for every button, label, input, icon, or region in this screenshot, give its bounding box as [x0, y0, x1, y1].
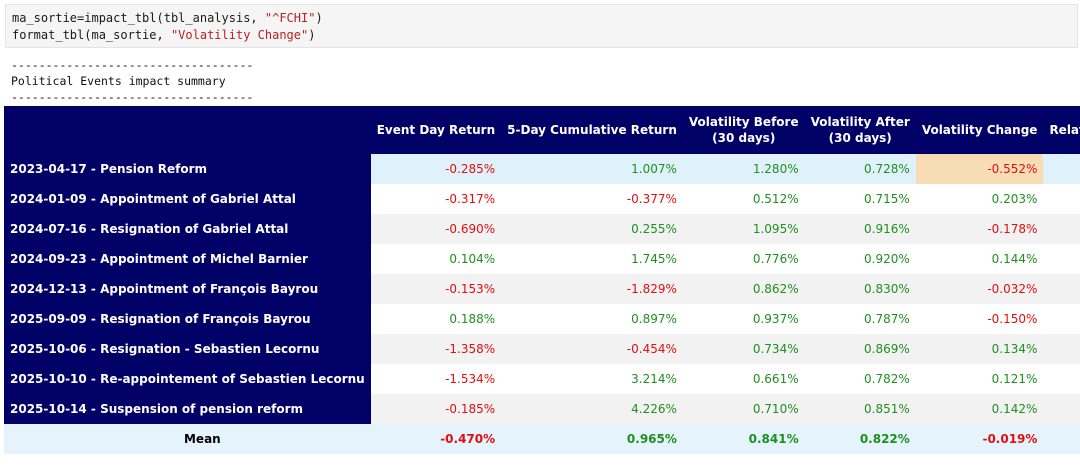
code-cell[interactable]: ma_sortie=impact_tbl(tbl_analysis, "^FCH…	[5, 4, 1078, 48]
row-label: 2023-04-17 - Pension Reform	[4, 154, 371, 184]
table-cell: 0.897%	[501, 304, 683, 334]
impact-summary-table: Event Day Return 5-Day Cumulative Return…	[4, 106, 1080, 454]
table-row: 2025-09-09 - Resignation of François Bay…	[4, 304, 1080, 334]
mean-cell: 3.956%	[1043, 424, 1080, 454]
mean-cell: -0.019%	[915, 424, 1044, 454]
table-cell: -0.377%	[501, 184, 683, 214]
table-cell: -3.717%	[1043, 274, 1080, 304]
table-cell: -0.454%	[501, 334, 683, 364]
table-cell: -16.295%	[1043, 214, 1080, 244]
table-row: 2024-01-09 - Appointment of Gabriel Atta…	[4, 184, 1080, 214]
header-volatility-before: Volatility Before (30 days)	[682, 106, 805, 154]
row-label: 2024-12-13 - Appointment of François Bay…	[4, 274, 371, 304]
table-cell: -0.317%	[370, 184, 502, 214]
separator-top: -----------------------------------	[11, 58, 254, 72]
table-cell: -0.153%	[370, 274, 502, 304]
header-relative-change: Relative Change	[1043, 106, 1080, 154]
table-cell: 0.869%	[804, 334, 916, 364]
mean-cell: -0.470%	[370, 424, 502, 454]
table-cell: -0.285%	[370, 154, 502, 184]
table-cell: 0.710%	[682, 394, 805, 424]
table-cell: -0.032%	[915, 274, 1044, 304]
table-header-row: Event Day Return 5-Day Cumulative Return…	[4, 106, 1080, 154]
table-cell: -0.690%	[370, 214, 502, 244]
row-label: 2024-07-16 - Resignation of Gabriel Atta…	[4, 214, 371, 244]
row-label: 2025-09-09 - Resignation of François Bay…	[4, 304, 371, 334]
table-cell: 0.787%	[804, 304, 916, 334]
table-cell: 1.280%	[682, 154, 805, 184]
table-cell: 0.661%	[682, 364, 805, 394]
row-label: 2025-10-10 - Re-appointement of Sebastie…	[4, 364, 371, 394]
cell-output-text: ----------------------------------- Poli…	[11, 57, 253, 105]
row-label: 2025-10-14 - Suspension of pension refor…	[4, 394, 371, 424]
table-cell: 1.745%	[501, 244, 683, 274]
row-label: 2024-01-09 - Appointment of Gabriel Atta…	[4, 184, 371, 214]
table-cell: 3.214%	[501, 364, 683, 394]
table-cell: -0.185%	[370, 394, 502, 424]
table-cell: 0.851%	[804, 394, 916, 424]
table-cell: 0.255%	[501, 214, 683, 244]
corner-header	[4, 106, 371, 154]
table-cell: 0.776%	[682, 244, 805, 274]
table-cell: 18.341%	[1043, 364, 1080, 394]
table-row: 2025-10-06 - Resignation - Sebastien Lec…	[4, 334, 1080, 364]
row-label: 2025-10-06 - Resignation - Sebastien Lec…	[4, 334, 371, 364]
table-cell: -1.829%	[501, 274, 683, 304]
table-cell: 0.830%	[804, 274, 916, 304]
header-event-day-return: Event Day Return	[370, 106, 502, 154]
table-cell: 0.121%	[915, 364, 1044, 394]
output-title: Political Events impact summary	[11, 74, 226, 88]
table-cell: 0.512%	[682, 184, 805, 214]
table-cell: -0.150%	[915, 304, 1044, 334]
table-cell: 0.734%	[682, 334, 805, 364]
table-row: 2025-10-14 - Suspension of pension refor…	[4, 394, 1080, 424]
table-cell: 0.728%	[804, 154, 916, 184]
table-cell: 0.920%	[804, 244, 916, 274]
header-volatility-after: Volatility After (30 days)	[804, 106, 916, 154]
table-cell: 1.007%	[501, 154, 683, 184]
table-cell: 18.545%	[1043, 244, 1080, 274]
mean-cell: 0.822%	[804, 424, 916, 454]
table-cell: 0.134%	[915, 334, 1044, 364]
table-cell: 0.188%	[370, 304, 502, 334]
table-cell: 0.916%	[804, 214, 916, 244]
table-cell: -0.178%	[915, 214, 1044, 244]
table-row: 2024-07-16 - Resignation of Gabriel Atta…	[4, 214, 1080, 244]
table-cell: 0.782%	[804, 364, 916, 394]
mean-label: Mean	[4, 424, 371, 454]
table-cell: -0.552%	[915, 154, 1044, 184]
header-5day-cumulative-return: 5-Day Cumulative Return	[501, 106, 683, 154]
table-cell: 0.203%	[915, 184, 1044, 214]
mean-cell: 0.841%	[682, 424, 805, 454]
table-cell: 19.942%	[1043, 394, 1080, 424]
table-row: 2024-12-13 - Appointment of François Bay…	[4, 274, 1080, 304]
table-cell: 4.226%	[501, 394, 683, 424]
table-row: 2025-10-10 - Re-appointement of Sebastie…	[4, 364, 1080, 394]
table-row: 2024-09-23 - Appointment of Michel Barni…	[4, 244, 1080, 274]
table-cell: 0.142%	[915, 394, 1044, 424]
table-cell: 0.144%	[915, 244, 1044, 274]
table-cell: 0.862%	[682, 274, 805, 304]
table-cell: 0.715%	[804, 184, 916, 214]
row-label: 2024-09-23 - Appointment of Michel Barni…	[4, 244, 371, 274]
code-line-1: ma_sortie=impact_tbl(tbl_analysis, "^FCH…	[12, 11, 323, 25]
table-mean-row: Mean -0.470% 0.965% 0.841% 0.822% -0.019…	[4, 424, 1080, 454]
table-cell: 18.288%	[1043, 334, 1080, 364]
table-cell: 0.937%	[682, 304, 805, 334]
mean-cell: 0.965%	[501, 424, 683, 454]
table-cell: -43.122%	[1043, 154, 1080, 184]
table-cell: 1.095%	[682, 214, 805, 244]
table-cell: 0.104%	[370, 244, 502, 274]
separator-bottom: -----------------------------------	[11, 90, 254, 104]
table-row: 2023-04-17 - Pension Reform -0.285% 1.007%…	[4, 154, 1080, 184]
table-cell: 39.636%	[1043, 184, 1080, 214]
table-cell: -16.016%	[1043, 304, 1080, 334]
code-line-2: format_tbl(ma_sortie, "Volatility Change…	[12, 28, 316, 42]
table-cell: -1.534%	[370, 364, 502, 394]
table-cell: -1.358%	[370, 334, 502, 364]
header-volatility-change: Volatility Change	[915, 106, 1044, 154]
